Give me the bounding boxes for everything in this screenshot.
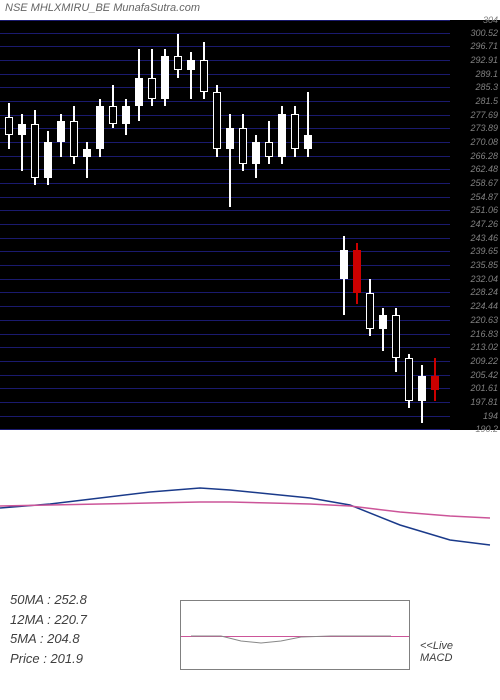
chart-header: NSE MHLXMIRU_BE MunafaSutra.com (5, 2, 200, 14)
price-chart (0, 20, 450, 430)
indicator-chart (0, 450, 500, 570)
info-box: 50MA : 252.8 12MA : 220.7 5MA : 204.8 Pr… (10, 590, 87, 668)
chart-container: NSE MHLXMIRU_BE MunafaSutra.com 304300.5… (0, 0, 500, 700)
ma5-label: 5MA : 204.8 (10, 629, 87, 649)
price-label: Price : 201.9 (10, 649, 87, 669)
price-axis: 304300.52296.71292.91289.1285.3281.5277.… (450, 20, 500, 430)
ma50-label: 50MA : 252.8 (10, 590, 87, 610)
macd-box (180, 600, 410, 670)
ma12-label: 12MA : 220.7 (10, 610, 87, 630)
macd-label: <<Live MACD (420, 640, 453, 664)
